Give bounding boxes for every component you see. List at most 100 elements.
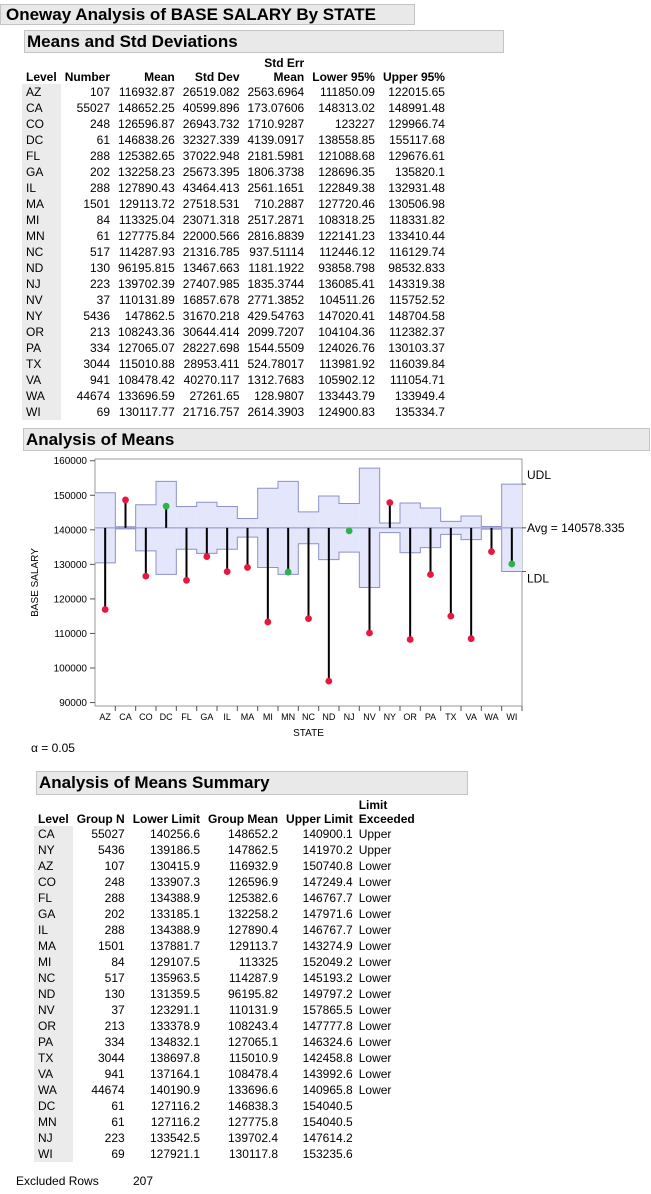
cell-upper-limit: 153235.6: [302, 1147, 353, 1161]
cell-number: 941: [90, 373, 111, 387]
point-or[interactable]: [406, 636, 414, 643]
cell-std-dev: 31670.218: [182, 309, 240, 323]
point-fl[interactable]: [183, 576, 190, 584]
table-row: IL 288 134388.9 127890.4 146767.7 Lower: [34, 922, 421, 938]
excluded-rows-label: Excluded Rows: [16, 1174, 99, 1188]
report-title-header[interactable]: Oneway Analysis of BASE SALARY By STATE: [0, 4, 415, 25]
anom-chart[interactable]: 90000 100000 110000 120000 130000 140000 15000…: [0, 452, 651, 772]
anom-header[interactable]: Analysis of Means: [23, 428, 650, 451]
table-row: OR 213 108243.36 30644.414 2099.7207 104104.3…: [22, 324, 449, 340]
cell-std-dev: 32327.339: [182, 133, 240, 147]
cell-upper-95: 129966.74: [388, 117, 445, 131]
cell-group-n: 213: [104, 1019, 125, 1033]
table-row: NY 5436 147862.5 31670.218 429.54763 147020.4…: [22, 308, 449, 324]
cell-mean: 108478.42: [118, 373, 175, 387]
cell-group-mean: 116932.9: [228, 859, 279, 873]
point-mn[interactable]: [284, 568, 292, 576]
cell-limit-exceeded: [357, 1114, 421, 1130]
table-row: MA 1501 129113.72 27518.531 710.2887 127720.4…: [22, 196, 449, 212]
cell-level: CA: [22, 100, 61, 116]
point-dc[interactable]: [162, 502, 170, 510]
cell-group-n: 3044: [97, 1051, 125, 1065]
cell-mean: 127065.07: [118, 341, 175, 355]
cell-lower-limit: 134388.9: [149, 923, 201, 937]
cell-group-n: 941: [104, 1067, 125, 1081]
y-tick-label: 100000: [54, 664, 88, 675]
cell-std-err-mean: 1710.9287: [247, 117, 305, 131]
y-axis-title: BASE SALARY: [30, 548, 41, 617]
table-row: CO 248 126596.87 26943.732 1710.9287 123227 12…: [22, 116, 449, 132]
cell-upper-95: 122015.65: [388, 85, 445, 99]
cell-std-err-mean: 1835.3744: [247, 277, 305, 291]
cell-upper-95: 132931.48: [388, 181, 445, 195]
point-tx[interactable]: [447, 612, 455, 620]
y-tick-label: 110000: [54, 629, 87, 640]
point-nc[interactable]: [305, 615, 312, 623]
cell-upper-limit: 157865.5: [302, 1003, 353, 1017]
x-tick-label: AZ: [99, 712, 111, 722]
x-tick-label: CO: [139, 712, 153, 722]
table-row: FL 288 134388.9 125382.6 146767.7 Lower: [34, 890, 421, 906]
cell-upper-limit: 146767.7: [302, 891, 353, 905]
cell-std-dev: 40599.896: [182, 101, 240, 115]
cell-group-mean: 127890.4: [227, 923, 279, 937]
cell-number: 1501: [83, 197, 111, 211]
cell-level: NC: [34, 970, 73, 986]
cell-lower-limit: 127116.2: [150, 1115, 201, 1129]
cell-std-err-mean: 2816.8839: [247, 229, 305, 243]
cell-group-n: 334: [104, 1035, 125, 1049]
summary-table-header[interactable]: Analysis of Means Summary: [36, 771, 468, 795]
point-wa[interactable]: [488, 548, 495, 555]
cell-mean: 126596.87: [118, 117, 175, 131]
table-row: WI 69 127921.1 130117.8 153235.6: [34, 1146, 421, 1162]
cell-mean: 146838.26: [118, 133, 175, 147]
cell-std-dev: 37022.948: [182, 149, 240, 163]
cell-lower-limit: 137164.1: [149, 1067, 201, 1081]
point-az[interactable]: [101, 606, 109, 613]
point-il[interactable]: [223, 568, 231, 576]
cell-lower-95: 111850.09: [319, 85, 375, 99]
cell-limit-exceeded: Lower: [358, 987, 392, 1001]
cell-level: VA: [34, 1066, 73, 1082]
point-ca[interactable]: [122, 496, 129, 504]
table-row: PA 334 134832.1 127065.1 146324.6 Lower: [34, 1034, 421, 1050]
point-nv[interactable]: [366, 629, 373, 637]
point-mi[interactable]: [264, 618, 272, 626]
means-table-header-row: Level Number Mean Std Dev Std Err Mean L…: [22, 56, 449, 84]
cell-limit-exceeded: Lower: [358, 1083, 392, 1097]
cell-upper-95: 129676.61: [388, 149, 445, 163]
point-co[interactable]: [142, 572, 150, 580]
point-wi[interactable]: [508, 560, 516, 568]
point-ma[interactable]: [244, 564, 251, 571]
point-nj[interactable]: [345, 527, 353, 535]
table-row: MN 61 127775.84 22000.566 2816.8839 122141.23…: [22, 228, 449, 244]
cell-upper-95: 133410.44: [388, 229, 445, 243]
point-nd[interactable]: [325, 677, 333, 685]
means-table-header[interactable]: Means and Std Deviations: [24, 30, 504, 53]
cell-number: 5436: [83, 309, 111, 323]
x-tick-label: OR: [403, 712, 417, 722]
cell-level: GA: [22, 164, 61, 180]
cell-mean: 133696.59: [118, 389, 175, 403]
x-tick-label: FL: [181, 712, 192, 722]
cell-lower-limit: 133542.5: [149, 1131, 201, 1145]
point-ny[interactable]: [386, 499, 394, 507]
point-pa[interactable]: [427, 571, 434, 578]
x-tick-label: TX: [445, 712, 457, 722]
cell-lower-limit: 139186.5: [149, 843, 201, 857]
cell-level: MI: [22, 212, 61, 228]
cell-number: 69: [96, 405, 111, 419]
table-row: CA 55027 140256.6 148652.2 140900.1 Upper: [34, 826, 421, 842]
cell-mean: 125382.65: [118, 149, 175, 163]
udl-label: UDL: [527, 468, 551, 482]
summary-table-title: Analysis of Means Summary: [39, 773, 270, 792]
cell-limit-exceeded: Lower: [358, 1051, 392, 1065]
y-tick-label: 90000: [59, 698, 87, 709]
cell-level: NJ: [22, 276, 61, 292]
cell-number: 55027: [76, 101, 111, 115]
table-row: NC 517 135963.5 114287.9 145193.2 Lower: [34, 970, 421, 986]
cell-upper-95: 112382.37: [389, 325, 445, 339]
point-ga[interactable]: [203, 553, 211, 560]
point-va[interactable]: [467, 635, 475, 643]
cell-upper-limit: 147777.8: [302, 1019, 353, 1033]
